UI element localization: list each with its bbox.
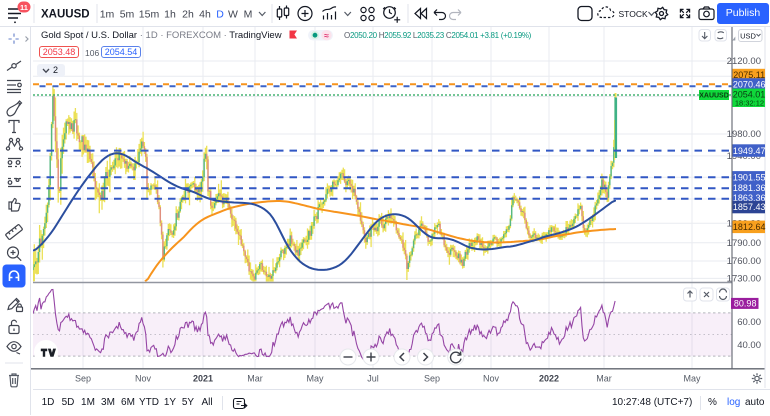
svg-text:W: W [228,9,238,21]
svg-text:M: M [244,9,253,21]
svg-text:Mar: Mar [596,374,612,384]
svg-text:2075.11: 2075.11 [733,70,765,80]
svg-text:18:32:12: 18:32:12 [735,98,764,107]
svg-text:1790.00: 1790.00 [727,238,761,249]
svg-text:2070.46: 2070.46 [733,80,766,90]
svg-text:1980.00: 1980.00 [727,129,761,140]
svg-text:Sep: Sep [75,374,91,384]
svg-text:80.98: 80.98 [734,299,757,309]
svg-text:40.00: 40.00 [737,340,761,351]
svg-text:1730.00: 1730.00 [727,274,761,285]
svg-text:May: May [306,374,324,384]
svg-text:Nov: Nov [135,374,152,384]
svg-text:1863.36: 1863.36 [733,193,766,203]
svg-text:Nov: Nov [483,374,500,384]
svg-text:USD: USD [740,31,756,40]
svg-text:1881.36: 1881.36 [733,183,766,193]
svg-text:D: D [216,9,224,21]
svg-text:May: May [683,374,701,384]
svg-text:≈: ≈ [324,31,329,41]
svg-text:2021: 2021 [193,374,213,384]
svg-text:11: 11 [20,3,28,12]
svg-text:STOCK: STOCK [619,9,648,19]
svg-text:XAUUSD: XAUUSD [699,93,729,100]
svg-text:2022: 2022 [539,374,559,384]
svg-text:1760.00: 1760.00 [727,256,761,267]
svg-text:1812.64: 1812.64 [733,222,766,232]
svg-text:2h: 2h [182,9,194,21]
svg-text:15m: 15m [139,9,160,21]
svg-text:Sep: Sep [424,374,440,384]
svg-text:Jul: Jul [367,374,379,384]
svg-text:60.00: 60.00 [737,317,761,328]
svg-text:1857.43: 1857.43 [733,202,766,212]
svg-text:XAUUSD: XAUUSD [41,9,90,21]
svg-text:1m: 1m [100,9,115,21]
svg-text:1901.55: 1901.55 [733,173,766,183]
svg-text:2054.01: 2054.01 [733,90,766,100]
svg-text:5m: 5m [120,9,135,21]
svg-text:Mar: Mar [247,374,263,384]
svg-text:2120.00: 2120.00 [727,56,761,67]
svg-text:4h: 4h [199,9,211,21]
svg-text:1949.47: 1949.47 [733,146,766,156]
svg-text:1h: 1h [164,9,176,21]
